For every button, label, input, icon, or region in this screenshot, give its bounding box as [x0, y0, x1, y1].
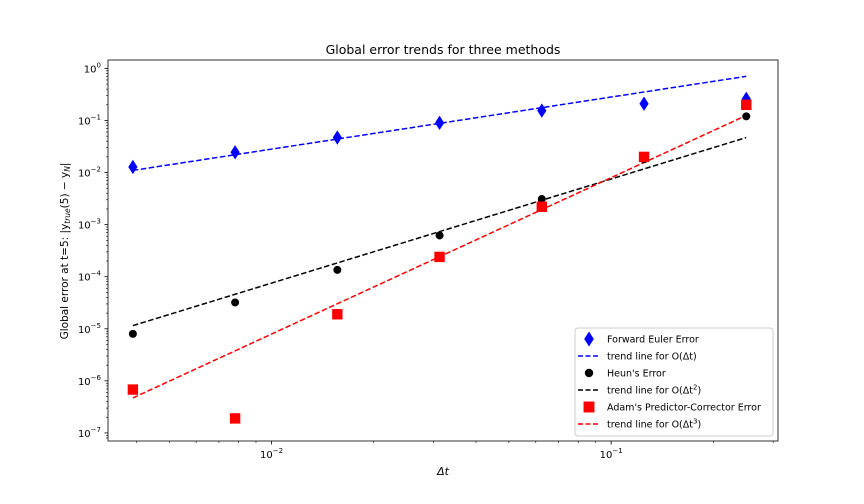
y-tick-label-3: 10−4 — [78, 270, 102, 284]
data-point-square-0 — [127, 384, 139, 395]
y-tick-label-0: 10−7 — [78, 426, 101, 440]
legend-label-5: trend line for O(Δt3) — [607, 418, 701, 431]
x-tick-label-1: 10−1 — [600, 447, 623, 461]
data-point-diamond-1 — [230, 145, 240, 160]
y-tick-label-6: 10−1 — [78, 113, 101, 127]
y-tick-label-1: 10−6 — [78, 374, 102, 388]
legend-label-1: trend line for O(Δt) — [607, 352, 697, 363]
y-tick-label-4: 10−3 — [78, 218, 101, 232]
axes: 10−2 10−1 10−7 10−6 10−5 10−4 10−3 10−2 10−1 100 — [78, 59, 779, 461]
data-point-circle-6 — [742, 112, 751, 121]
legend-label-4: Adam's Predictor-Corrector Error — [607, 403, 761, 414]
data-point-square-2 — [332, 309, 343, 320]
y-axis-label: Global error at t=5: |ytrue(5) − yN| — [59, 163, 72, 340]
data-point-circle-0 — [128, 329, 137, 338]
data-point-diamond-3 — [434, 115, 445, 131]
data-point-square-3 — [434, 251, 445, 263]
data-point-diamond-0 — [128, 159, 138, 175]
data-point-diamond-6 — [741, 91, 751, 107]
data-point-diamond-5 — [639, 96, 649, 111]
x-axis-label: Δt — [436, 465, 450, 478]
data-point-circle-1 — [231, 298, 240, 307]
legend-box — [574, 327, 774, 437]
legend-marker-circle — [584, 368, 594, 378]
legend-label-0: Forward Euler Error — [607, 335, 699, 346]
legend: Forward Euler Error trend line for O(Δt) H… — [574, 327, 774, 437]
y-tick-label-5: 10−2 — [78, 166, 101, 180]
data-point-diamond-2 — [332, 130, 342, 145]
plot-frame — [107, 59, 779, 442]
legend-marker-diamond — [584, 331, 594, 347]
plot-area — [127, 75, 752, 424]
chart-title: Global error trends for three methods — [326, 42, 561, 57]
legend-label-3: trend line for O(Δt2) — [607, 384, 701, 397]
data-point-square-6 — [741, 99, 752, 111]
data-point-circle-2 — [333, 265, 342, 274]
data-point-square-1 — [229, 413, 241, 424]
legend-label-2: Heun's Error — [607, 369, 666, 380]
data-point-diamond-4 — [537, 103, 547, 118]
x-tick-label-0: 10−2 — [260, 447, 283, 461]
legend-marker-square — [583, 401, 595, 413]
data-point-circle-3 — [435, 231, 444, 240]
y-tick-label-2: 10−5 — [78, 322, 101, 336]
y-tick-label-7: 100 — [84, 61, 101, 75]
data-point-square-5 — [638, 151, 650, 163]
data-point-square-4 — [536, 201, 548, 212]
data-point-circle-4 — [537, 195, 546, 204]
trend-line-1 — [132, 75, 747, 172]
